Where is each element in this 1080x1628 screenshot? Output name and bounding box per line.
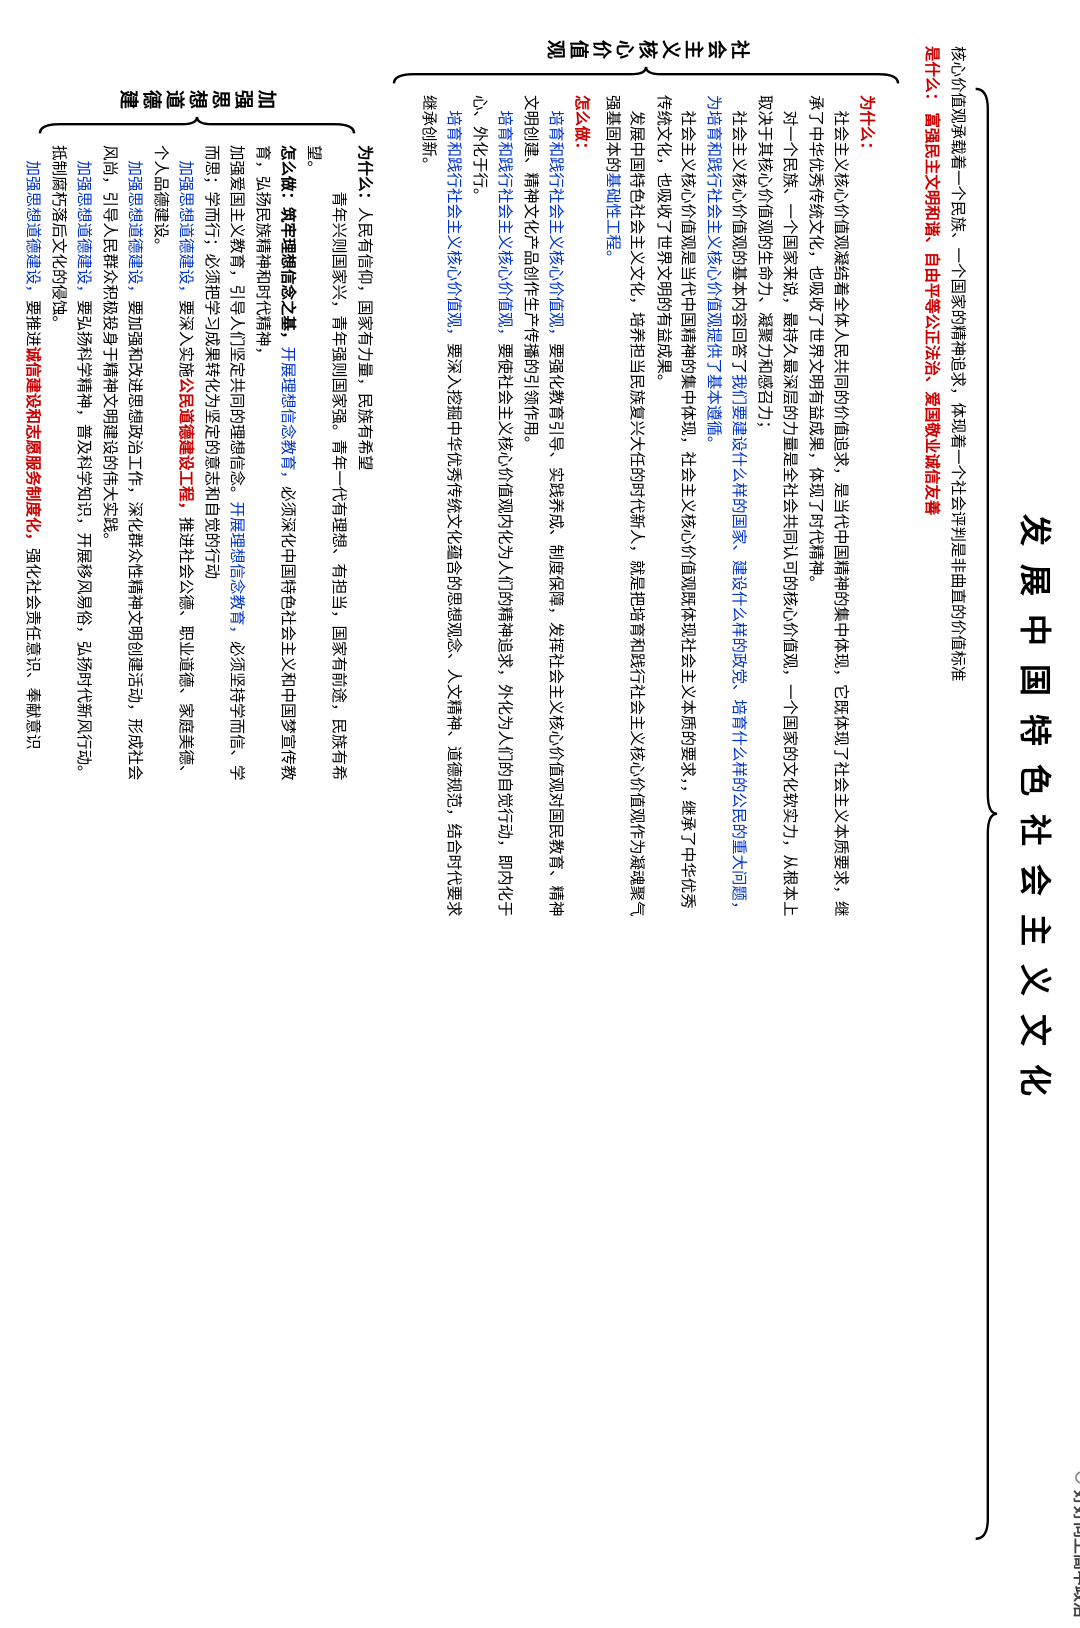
- mh-15: 要推进: [24, 300, 41, 347]
- mh-6: 加强思想道德建设，: [177, 161, 194, 301]
- mh-12: 加强思想道德建设，: [75, 161, 92, 301]
- how-label: 怎么做：: [573, 95, 590, 157]
- youth-line: 青年兴则国家兴，青年强则国家强。青年一代有理想、有担当，国家有前途，民族有希望。: [301, 145, 350, 789]
- mh-2: 加强爱国主义教育，: [228, 145, 245, 285]
- intro-section: 核心价值观承载着一个民族、一个国家的精神追求，体现着一个社会评判是非曲直的价值标…: [914, 30, 971, 1598]
- why-line-3: 社会主义核心价值观是当代中国精神的集中体现，社会主义核心价值观既体现社会主义本质…: [650, 95, 699, 919]
- how-line-1a: 培育和践行社会主义核心价值观，: [496, 111, 513, 344]
- moral-section: 加强思想道德建 为什么：人民有信仰，国家有力量，民族有希望 青年兴则国家兴，青年…: [15, 30, 378, 1598]
- why-line-2a: 社会主义核心价值观的基本内容回答了: [730, 111, 747, 375]
- how-line-0a: 培育和践行社会主义核心价值观，: [547, 111, 564, 344]
- core-values-brace: [386, 65, 906, 87]
- main-title: 发展中国特色社会主义文化: [1014, 30, 1060, 1598]
- is-what-label: 是什么：: [923, 46, 940, 108]
- why-line-0: 社会主义核心价值观凝结着全体人民共同的价值追求，是当代中国精神的集中体现，它既体…: [803, 95, 852, 919]
- mh-4: 开展理想信念教育，: [228, 502, 245, 642]
- why-label: 为什么：: [858, 95, 875, 157]
- mh-10: 加强思想道德建设，: [126, 161, 143, 301]
- moral-how-label: 怎么做：筑牢理想信念之基，: [279, 145, 296, 347]
- core-values-section: 社会主义核心价值观 为什么： 社会主义核心价值观凝结着全体人民共同的价值追求，是…: [386, 30, 906, 1598]
- why-line-4b: 基础性工程。: [604, 173, 621, 266]
- core-values-header: 社会主义核心价值观: [533, 30, 760, 65]
- watermark: ⊙ 好好向上高中政治: [1070, 1470, 1080, 1618]
- moral-header: 加强思想道德建: [106, 80, 287, 115]
- why-line-1: 对一个民族、一个国家来说，最持久最深层的力量是全社会共同认可的核心价值观，一个国…: [752, 95, 801, 919]
- mh-16: 诚信建设和志愿服务制度化，: [24, 347, 41, 549]
- moral-brace: [32, 115, 362, 137]
- intro-header: 核心价值观承载着一个民族、一个国家的精神追求，体现着一个社会评判是非曲直的价值标…: [945, 46, 969, 682]
- mh-17: 强化社会责任意识、奉献意识: [24, 548, 41, 750]
- mh-3: 引导人们坚定共同的理想信念。: [228, 285, 245, 502]
- mh-8: 公民道德建设工程，: [177, 378, 194, 518]
- moral-why-content: 人民有信仰，国家有力量，民族有希望: [356, 207, 373, 471]
- is-what-content: 富强民主文明和谐、自由平等公正法治、爱国敬业诚信友善: [923, 112, 940, 515]
- moral-why-label: 为什么：: [356, 145, 373, 207]
- how-line-2a: 培育和践行社会主义核心价值观，: [445, 111, 462, 344]
- mh-7: 要深入实施: [177, 300, 194, 378]
- top-brace: [986, 30, 1006, 1598]
- mh-0: 开展理想信念教育，: [279, 347, 296, 487]
- mh-14: 加强思想道德建设，: [24, 161, 41, 301]
